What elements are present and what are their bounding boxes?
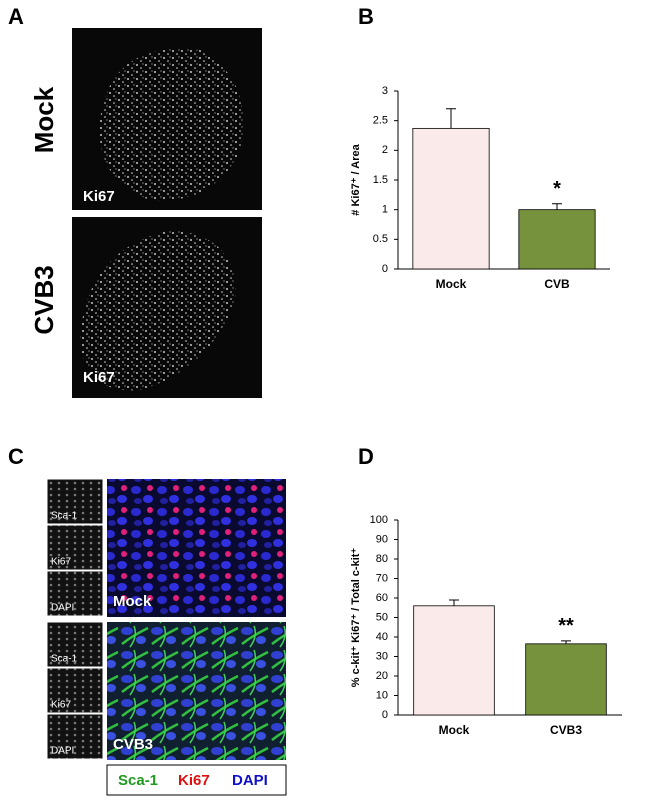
- channel-image: [46, 621, 104, 668]
- panel-c: Mock CVB3: [106, 479, 287, 796]
- y-tick-label: 60: [376, 592, 388, 604]
- y-tick-label: 0: [382, 709, 388, 721]
- significance: *: [553, 178, 561, 200]
- error-bar: [446, 108, 456, 129]
- legend-entry: Ki67: [178, 772, 210, 789]
- legend-entry: Sca-1: [118, 772, 158, 789]
- y-tick-label: 2.5: [373, 115, 388, 127]
- tissue: [99, 48, 244, 201]
- y-tick-label: 100: [370, 514, 388, 526]
- y-tick-label: 2: [382, 144, 388, 156]
- micrograph: [107, 622, 286, 760]
- channel-image: [46, 713, 104, 760]
- y-tick-label: 30: [376, 650, 388, 662]
- channel-image: [46, 667, 104, 714]
- bar: [413, 605, 495, 716]
- image-label: Ki67: [83, 369, 115, 386]
- bar: [525, 643, 607, 716]
- panel-label: A: [8, 4, 24, 29]
- x-tick-label: Mock: [436, 277, 467, 291]
- channel-label: Ki67: [51, 700, 71, 711]
- image-label: Mock: [113, 593, 152, 610]
- y-tick-label: 50: [376, 611, 388, 623]
- y-tick-label: 10: [376, 689, 388, 701]
- y-tick-label: 1.5: [373, 174, 388, 186]
- image-label: Ki67: [83, 188, 115, 205]
- panel-label: D: [358, 444, 374, 469]
- panel-label: C: [8, 444, 24, 469]
- y-tick-label: 1: [382, 204, 388, 216]
- row-label: CVB3: [29, 265, 59, 334]
- channel-label: Sca-1: [51, 511, 78, 522]
- channel-image: [46, 478, 104, 525]
- y-axis-label: % c-kit⁺ Ki67⁺ / Total c-kit⁺: [350, 548, 362, 688]
- y-tick-label: 0: [382, 263, 388, 275]
- channel-label: Ki67: [51, 557, 71, 568]
- tissue: [80, 230, 236, 391]
- x-tick-label: CVB3: [550, 723, 582, 737]
- micrograph: [107, 479, 286, 617]
- channel-label: DAPI: [51, 746, 74, 757]
- y-tick-label: 40: [376, 631, 388, 643]
- panel-label: B: [358, 4, 374, 29]
- y-tick-label: 3: [382, 85, 388, 97]
- image-label: CVB3: [113, 736, 153, 753]
- error-bar: [561, 640, 571, 644]
- channel-image: [46, 570, 104, 617]
- error-bar: [449, 599, 459, 606]
- y-tick-label: 20: [376, 670, 388, 682]
- legend-box: [106, 764, 287, 796]
- y-tick-label: 70: [376, 572, 388, 584]
- channel-image: [46, 524, 104, 571]
- legend-entry: DAPI: [232, 772, 268, 789]
- row-label: Mock: [29, 86, 59, 153]
- y-tick-label: 80: [376, 553, 388, 565]
- panel-a: Mock CVB3 Ki67 Ki67: [29, 28, 262, 398]
- bar: [412, 127, 490, 270]
- channel-label: DAPI: [51, 603, 74, 614]
- channel-label: Sca-1: [51, 654, 78, 665]
- x-tick-label: CVB: [544, 277, 570, 291]
- y-tick-label: 0.5: [373, 233, 388, 245]
- error-bar: [552, 203, 562, 210]
- bar: [518, 209, 596, 270]
- y-axis-label: # Ki67⁺ / Area: [350, 143, 362, 215]
- x-tick-label: Mock: [439, 723, 470, 737]
- y-tick-label: 90: [376, 533, 388, 545]
- significance: **: [558, 615, 574, 637]
